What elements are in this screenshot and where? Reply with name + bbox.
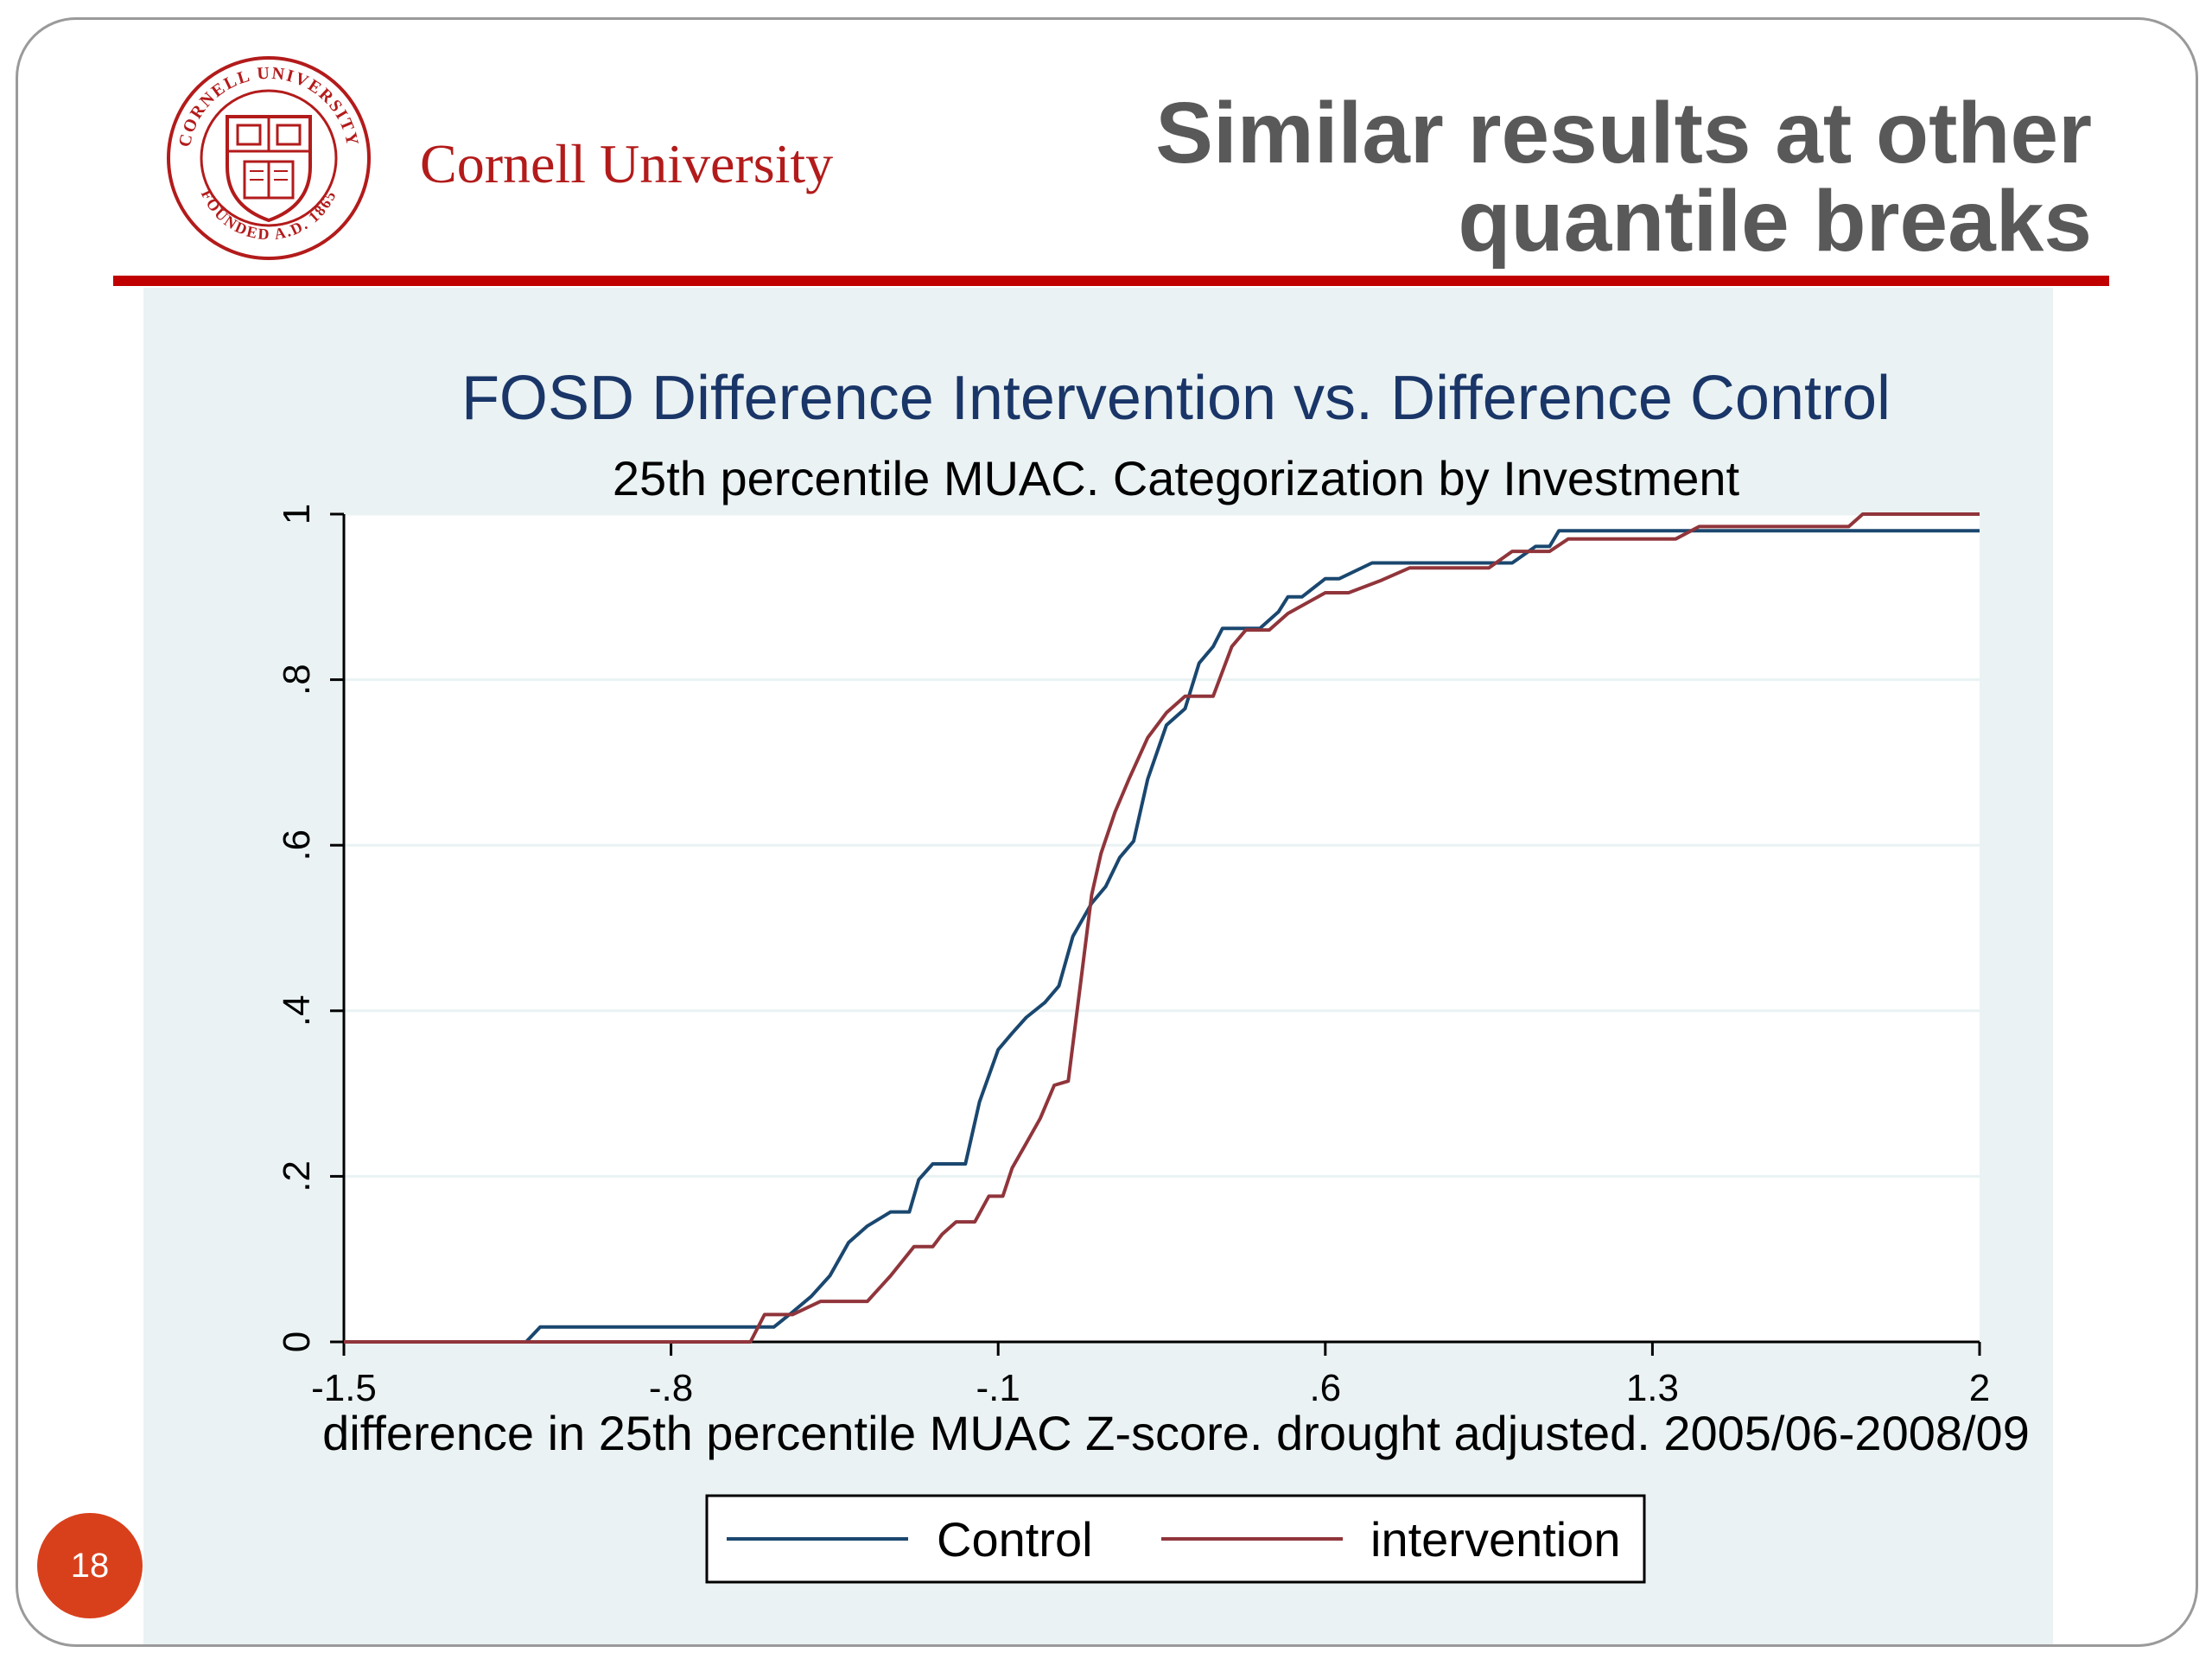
chart-title: FOSD Difference Intervention vs. Differe… [461, 364, 1891, 433]
y-tick-label: .4 [276, 995, 318, 1027]
title-divider [113, 276, 2109, 286]
slide: CORNELL UNIVERSITY FOUNDED A.D. 1865 Cor… [16, 17, 2198, 1647]
x-tick-label: 1.3 [1626, 1367, 1679, 1409]
y-tick-label: 0 [276, 1332, 318, 1352]
x-axis-label: difference in 25th percentile MUAC Z-sco… [322, 1406, 2030, 1460]
x-tick-label: -1.5 [311, 1367, 377, 1409]
y-tick-label: .8 [276, 664, 318, 696]
slide-title-line-2: quantile breaks [1458, 173, 2092, 270]
cornell-seal-logo: CORNELL UNIVERSITY FOUNDED A.D. 1865 [167, 56, 371, 260]
slide-title: Similar results at other quantile breaks [969, 89, 2092, 265]
x-tick-label: .6 [1309, 1367, 1341, 1409]
y-tick-label: 1 [276, 504, 318, 524]
x-tick-label: -.1 [976, 1367, 1020, 1409]
fosd-chart: 0 .2 .4 .6 .8 1 -1.5 -.8 -.1 .6 1.3 2 FOSD Differen… [143, 288, 2053, 1644]
axis-ticks: 0 .2 .4 .6 .8 1 -1.5 -.8 -.1 .6 1.3 2 [276, 504, 1990, 1409]
plot-area [344, 514, 1980, 1342]
series-line-control [344, 529, 1980, 1344]
y-tick-label: .6 [276, 830, 318, 861]
legend-label-control: Control [937, 1512, 1093, 1567]
chart-subtitle: 25th percentile MUAC. Categorization by … [613, 451, 1740, 505]
legend-label-intervention: intervention [1370, 1512, 1621, 1567]
university-name: Cornell University [420, 133, 834, 194]
x-tick-label: 2 [1969, 1367, 1990, 1409]
series [344, 512, 1980, 1344]
legend: Control intervention [705, 1494, 1646, 1584]
page-number-badge: 18 [37, 1513, 143, 1618]
x-tick-label: -.8 [649, 1367, 693, 1409]
series-line-intervention [344, 512, 1980, 1344]
grid-lines [344, 512, 1980, 1178]
slide-title-line-1: Similar results at other [1155, 85, 2092, 181]
y-tick-label: .2 [276, 1160, 318, 1192]
